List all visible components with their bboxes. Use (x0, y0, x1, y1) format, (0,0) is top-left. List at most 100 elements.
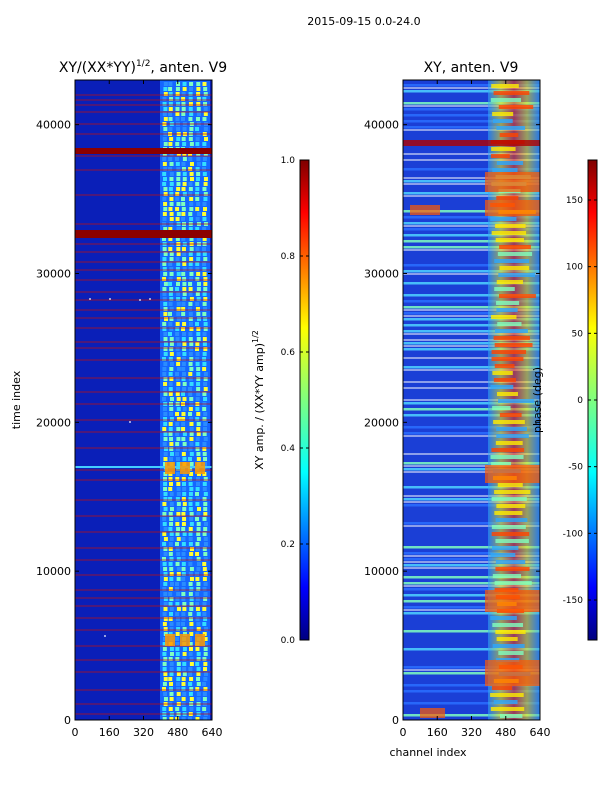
heatmap-cell (202, 142, 207, 146)
heatmap-cell (176, 297, 181, 301)
heatmap-cell (195, 307, 200, 311)
heatmap-cell (203, 92, 208, 96)
heatmap-cell (203, 397, 208, 401)
heatmap-cell (203, 457, 208, 461)
x-tick-label: 160 (99, 726, 120, 739)
heatmap-cell (163, 527, 168, 531)
heatmap-cell (196, 172, 201, 176)
heatmap-cell (491, 497, 527, 501)
heatmap-cell (203, 527, 208, 531)
heatmap-cell (162, 262, 167, 266)
heatmap-cell (188, 612, 193, 616)
right-panel-title: XY, anten. V9 (424, 60, 519, 76)
heatmap-cell (175, 112, 180, 116)
heatmap-stripe (403, 426, 540, 429)
heatmap-cell (169, 447, 174, 451)
heatmap-cell (196, 157, 201, 161)
heatmap-cell (162, 292, 167, 296)
heatmap-red-feature (485, 200, 540, 216)
heatmap-cell (168, 482, 173, 486)
heatmap-cell (181, 597, 186, 601)
heatmap-cell (203, 197, 208, 201)
heatmap-cell (203, 207, 208, 211)
heatmap-cell (181, 477, 186, 481)
heatmap-cell (195, 167, 200, 171)
heatmap-cell (162, 662, 167, 666)
heatmap-cell (491, 462, 512, 466)
heatmap-cell (181, 427, 186, 431)
heatmap-cell (182, 297, 187, 301)
heatmap-cell (182, 182, 187, 186)
heatmap-cell (195, 502, 200, 506)
heatmap-cell (168, 227, 173, 231)
heatmap-stripe (403, 702, 540, 705)
heatmap-cell (181, 377, 186, 381)
heatmap-cell (163, 332, 168, 336)
heatmap-cell (169, 172, 174, 176)
heatmap-cell (195, 197, 200, 201)
y-tick-label: 40000 (364, 119, 399, 132)
heatmap-cell (195, 187, 200, 191)
heatmap-cell (162, 157, 167, 161)
heatmap-cell (195, 717, 200, 720)
heatmap-cell (175, 257, 180, 261)
heatmap-cell (175, 347, 180, 351)
heatmap-cell (202, 352, 207, 356)
heatmap-cell (189, 82, 194, 86)
heatmap-cell (182, 172, 187, 176)
heatmap-cell (163, 577, 168, 581)
heatmap-cell (181, 307, 186, 311)
heatmap-cell (182, 347, 187, 351)
heatmap-cell (175, 477, 180, 481)
heatmap-cell (189, 347, 194, 351)
heatmap-cell (176, 357, 181, 361)
heatmap-cell (176, 342, 181, 346)
heatmap-cell (163, 272, 168, 276)
heatmap-stripe (403, 666, 540, 669)
heatmap-cell (202, 622, 207, 626)
heatmap-stripe (403, 594, 540, 597)
heatmap-cell (163, 602, 168, 606)
heatmap-cell (203, 677, 208, 681)
heatmap-cell (196, 392, 201, 396)
x-tick-label: 640 (530, 726, 551, 739)
heatmap-cell (203, 672, 208, 676)
heatmap-cell (195, 487, 200, 491)
heatmap-cell (188, 302, 193, 306)
heatmap-cell (162, 247, 167, 251)
left-panel-title: XY/(XX*YY)1/2, anten. V9 (59, 59, 227, 76)
heatmap-stripe (403, 402, 540, 405)
heatmap-cell (203, 297, 208, 301)
heatmap-cell (182, 287, 187, 291)
heatmap-cell (175, 107, 180, 111)
heatmap-cell (196, 97, 201, 101)
heatmap-stripe (403, 234, 540, 237)
heatmap-cell (189, 87, 194, 91)
heatmap-cell (182, 487, 187, 491)
heatmap-cell (189, 327, 194, 331)
heatmap-cell (189, 437, 194, 441)
heatmap-cell (175, 97, 180, 101)
heatmap-cell (182, 627, 187, 631)
heatmap-cell (175, 157, 180, 161)
heatmap-cell (189, 627, 194, 631)
heatmap-cell (181, 572, 186, 576)
x-tick-label: 320 (133, 726, 154, 739)
heatmap-cell (189, 587, 194, 591)
heatmap-cell (188, 377, 193, 381)
y-tick-label: 10000 (36, 565, 71, 578)
heatmap-cell (168, 527, 173, 531)
heatmap-cell (163, 672, 168, 676)
heatmap-cell (196, 82, 201, 86)
heatmap-cell (163, 192, 168, 196)
heatmap-cell (175, 237, 180, 241)
heatmap-cell (189, 177, 194, 181)
heatmap-cell (168, 112, 173, 116)
heatmap-cell (175, 442, 180, 446)
heatmap-cell (176, 102, 181, 106)
heatmap-cell (175, 587, 180, 591)
heatmap-cell (202, 602, 207, 606)
heatmap-cell (169, 257, 174, 261)
heatmap-cell (188, 467, 193, 471)
heatmap-cell (168, 262, 173, 266)
